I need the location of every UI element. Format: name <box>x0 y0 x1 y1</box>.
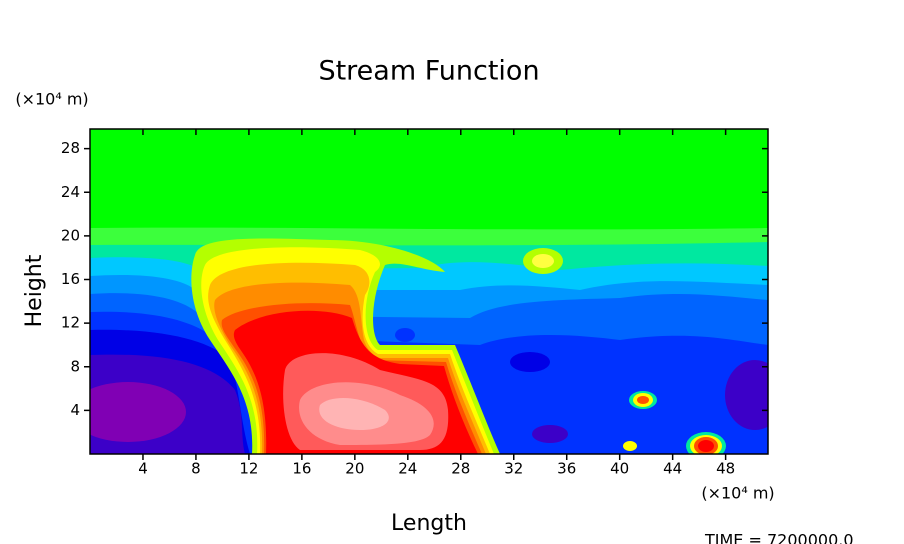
contour-field <box>90 129 768 454</box>
y-unit: (×10⁴ m) <box>15 90 88 109</box>
x-tick-label: 44 <box>663 460 682 478</box>
x-tick-label: 28 <box>451 460 470 478</box>
plot-frame <box>89 128 769 455</box>
x-tick-label: 24 <box>398 460 417 478</box>
y-tick-label: 4 <box>70 401 80 419</box>
time-label: TIME = 7200000.0 <box>704 531 854 544</box>
y-tick-label: 16 <box>61 270 80 288</box>
x-tick-label: 48 <box>716 460 735 478</box>
x-tick-label: 8 <box>191 460 201 478</box>
y-tick-label: 24 <box>61 183 80 201</box>
y-tick-label: 28 <box>61 139 80 157</box>
y-tick-label: 20 <box>61 226 80 244</box>
y-tick-label: 12 <box>61 314 80 332</box>
chart-title: Stream Function <box>318 56 539 87</box>
x-tick-label: 20 <box>345 460 364 478</box>
x-unit: (×10⁴ m) <box>701 484 774 503</box>
x-tick-label: 16 <box>292 460 311 478</box>
x-tick-label: 36 <box>557 460 576 478</box>
x-tick-label: 4 <box>138 460 148 478</box>
y-tick-label: 8 <box>70 357 80 375</box>
x-tick-label: 32 <box>504 460 523 478</box>
x-tick-label: 40 <box>610 460 629 478</box>
x-tick-label: 12 <box>239 460 258 478</box>
x-axis-label: Length <box>391 511 467 536</box>
y-axis-label: Height <box>22 254 47 327</box>
